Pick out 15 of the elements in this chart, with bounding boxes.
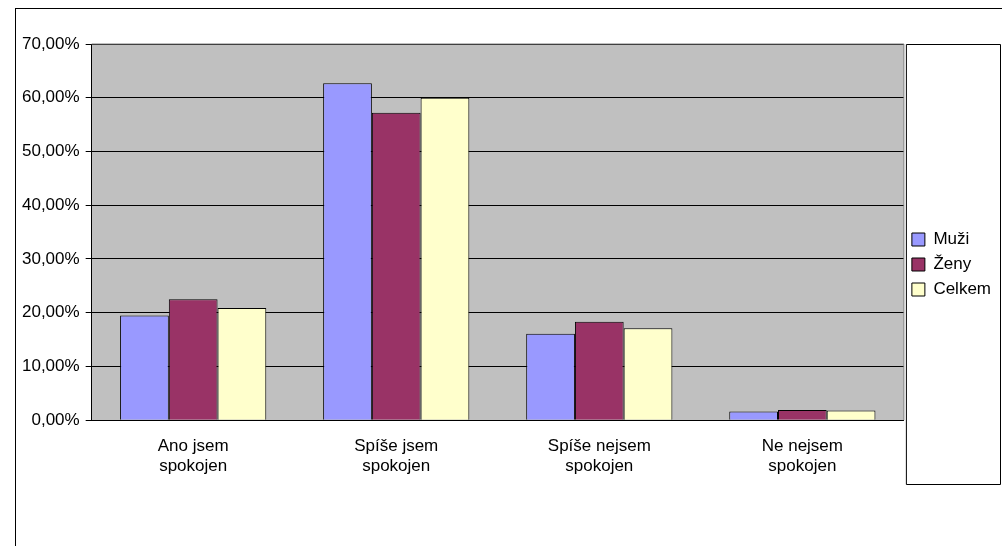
y-tick-label: 70,00% xyxy=(21,33,80,53)
y-tick-label: 50,00% xyxy=(21,141,80,161)
y-tick-label: 60,00% xyxy=(21,87,80,107)
y-tick-label: 30,00% xyxy=(21,248,80,268)
y-tick-label: 10,00% xyxy=(21,356,80,376)
legend-label: Celkem xyxy=(933,279,991,299)
x-tick-label: Ano jsem spokojen xyxy=(157,436,229,476)
x-tick-label: Ne nejsem spokojen xyxy=(761,436,843,476)
y-tick-label: 0,00% xyxy=(31,409,80,429)
y-tick-label: 20,00% xyxy=(21,302,80,322)
legend-label: Muži xyxy=(933,229,970,249)
x-tick-label: Spíše jsem spokojen xyxy=(354,436,439,476)
y-tick-label: 40,00% xyxy=(21,194,80,214)
x-tick-label: Spíše nejsem spokojen xyxy=(547,436,651,476)
legend-label: Ženy xyxy=(933,254,972,274)
